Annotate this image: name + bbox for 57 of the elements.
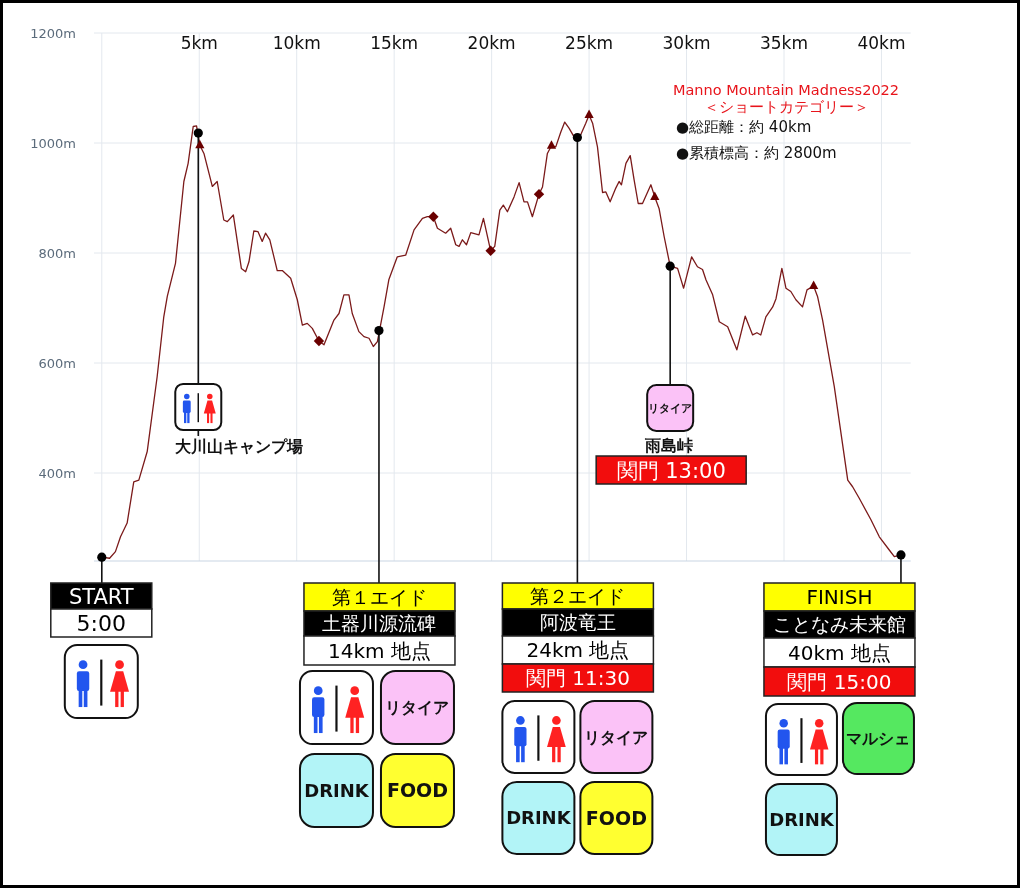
point	[193, 128, 203, 138]
x-tick-label: 15km	[370, 33, 419, 53]
annotation: ●総距離：約 40km	[676, 118, 812, 136]
point	[533, 188, 545, 200]
annotation: 第２エイド	[530, 584, 626, 607]
annotation: 関門 13:00	[616, 458, 726, 483]
annotation: 土器川源流碑	[322, 612, 437, 635]
point	[546, 140, 557, 149]
annotation: 関門 11:30	[525, 666, 630, 691]
annotation: FOOD	[386, 779, 448, 802]
point	[428, 211, 439, 222]
point	[97, 552, 107, 562]
y-tick-label: 800m	[38, 245, 76, 261]
annotation: 阿波竜王	[539, 611, 616, 634]
point	[374, 325, 384, 336]
text: ＜ショートカテゴリー＞	[703, 99, 869, 115]
point	[313, 335, 325, 347]
point	[584, 109, 594, 118]
y-tick-label: 1200m	[30, 25, 76, 41]
y-tick-label: 600m	[38, 355, 76, 371]
annotation: ことなみ未来館	[772, 613, 906, 636]
point	[195, 139, 205, 149]
annotation: FOOD	[585, 806, 647, 829]
point	[665, 261, 675, 271]
point	[572, 132, 582, 143]
x-tick-label: 35km	[759, 33, 809, 53]
annotation: リタイア	[385, 698, 450, 718]
annotation: DRINK	[304, 780, 369, 801]
annotation: START	[68, 584, 134, 609]
x-tick-label: 25km	[565, 33, 614, 53]
annotation: ●累積標高：約 2800m	[676, 144, 837, 162]
x-tick-label: 40km	[857, 33, 906, 53]
annotation: 5:00	[76, 610, 126, 636]
annotation: 関門 15:00	[787, 669, 892, 694]
x-tick-label: 10km	[272, 33, 321, 53]
x-tick-label: 5km	[180, 33, 218, 53]
point	[485, 245, 496, 256]
point	[809, 280, 819, 289]
annotation: DRINK	[769, 809, 834, 830]
point	[896, 550, 906, 560]
y-tick-label: 400m	[38, 465, 76, 481]
annotation: 第１エイド	[331, 585, 427, 608]
point	[650, 191, 660, 200]
annotation: リタイア	[648, 401, 693, 414]
annotation: 40km 地点	[788, 640, 891, 665]
x-tick-label: 20km	[467, 33, 516, 53]
y-tick-label: 1000m	[30, 135, 76, 151]
annotation: リタイア	[584, 727, 649, 747]
annotation: FINISH	[806, 585, 873, 610]
annotation: 14km 地点	[328, 638, 431, 663]
x-tick-label: 30km	[662, 33, 711, 53]
annotation: マルシェ	[846, 730, 911, 749]
annotation: 大川山キャンプ場	[175, 437, 304, 456]
annotation: 雨島峠	[645, 436, 694, 455]
text: Manno Mountain Madness2022	[672, 82, 900, 98]
annotation: DRINK	[506, 807, 571, 829]
annotation: 24km 地点	[526, 638, 630, 663]
